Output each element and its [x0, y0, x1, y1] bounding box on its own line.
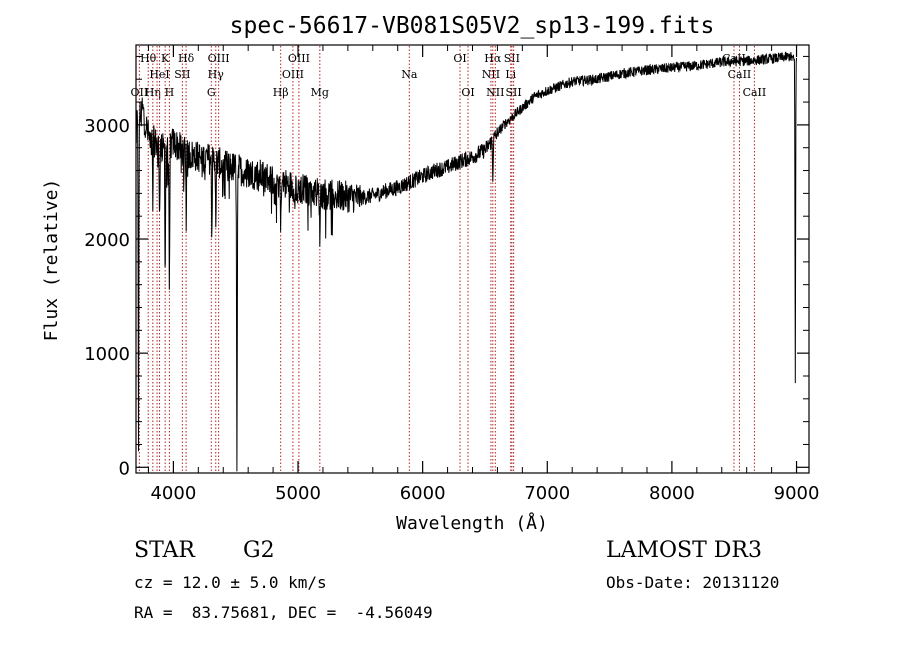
line-marker-label: Hδ: [178, 52, 195, 65]
y-tick-label: 1000: [84, 344, 130, 365]
line-marker-label: HeI: [149, 68, 169, 81]
observation-date: Obs-Date: 20131120: [606, 573, 780, 592]
line-marker-label: NII: [482, 68, 500, 81]
y-tick-label: 2000: [84, 230, 130, 251]
chart-title: spec-56617-VB081S05V2_sp13-199.fits: [230, 13, 715, 39]
y-tick-label: 0: [119, 458, 130, 479]
x-axis-label: Wavelength (Å): [396, 512, 548, 534]
line-marker-label: CaII: [743, 86, 767, 99]
line-marker-label: Hγ: [208, 68, 225, 81]
x-tick-label: 6000: [400, 483, 446, 504]
object-class: STAR: [134, 538, 195, 563]
line-marker-label: OIII: [288, 52, 310, 65]
spectral-subclass: G2: [243, 538, 275, 563]
line-marker-label: Hα: [484, 52, 502, 65]
line-marker-label: OIII: [208, 52, 230, 65]
y-tick-label: 3000: [84, 116, 130, 137]
x-tick-label: 4000: [150, 483, 196, 504]
line-marker-label: NII: [486, 86, 504, 99]
axis-tick-layer: 4000 5000 6000 7000 8000 9000 0 1000 2000 3000: [84, 45, 819, 504]
x-tick-label: 7000: [524, 483, 570, 504]
line-marker-label: Hη: [145, 86, 161, 99]
line-marker-label: Na: [401, 68, 418, 81]
line-marker-label: Hθ: [140, 52, 157, 65]
x-tick-label: 5000: [275, 483, 321, 504]
line-marker-label: K: [161, 52, 170, 65]
y-axis-label: Flux (relative): [41, 179, 62, 342]
survey-name: LAMOST DR3: [606, 538, 762, 563]
line-marker-label: G: [207, 86, 216, 99]
line-marker-label: SII: [174, 68, 190, 81]
x-tick-label: 9000: [774, 483, 820, 504]
line-marker-label: Hβ: [273, 86, 289, 99]
line-marker-layer: OII Hθ Hη HeI K H SII Hδ G Hγ OIII Hβ OIII OIII Mg Na OI…: [131, 46, 767, 473]
x-tick-label: 8000: [649, 483, 695, 504]
line-marker-label: SII: [506, 86, 522, 99]
line-marker-label: Li: [505, 68, 516, 81]
line-marker-label: Mg: [311, 86, 329, 99]
redshift-info: cz = 12.0 ± 5.0 km/s: [134, 573, 327, 592]
line-marker-label: OIII: [282, 68, 304, 81]
spectrum-line: [135, 51, 797, 472]
line-marker-label: CaII: [728, 68, 752, 81]
coordinates: RA = 83.75681, DEC = -4.56049: [134, 603, 433, 622]
line-marker-label: OI: [461, 86, 474, 99]
line-marker-label: SII: [504, 52, 520, 65]
line-marker-label: H: [165, 86, 175, 99]
line-marker-label: OII: [131, 86, 149, 99]
line-marker-label: OI: [453, 52, 466, 65]
